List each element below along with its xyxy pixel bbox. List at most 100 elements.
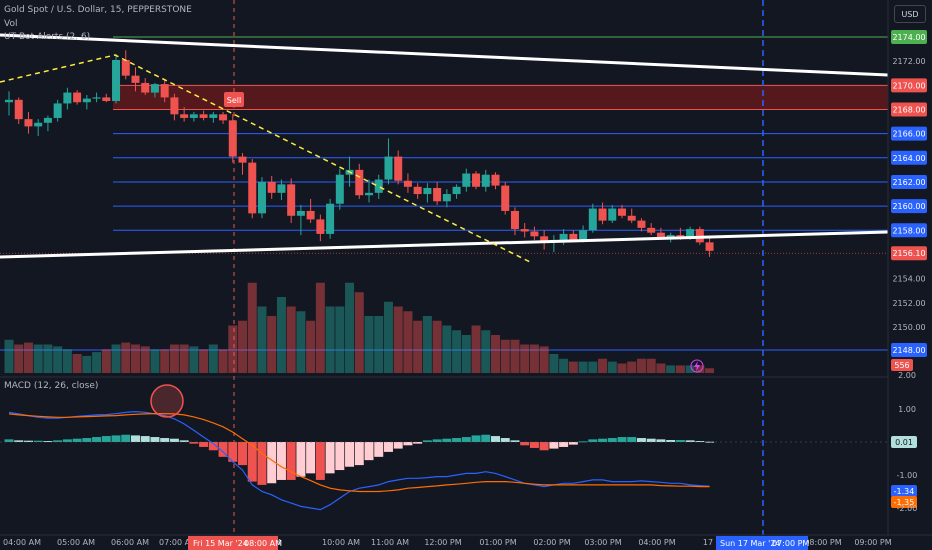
price-axis-label: 2154.00 bbox=[892, 275, 925, 284]
macd-axis-label: 0.01 bbox=[895, 438, 913, 447]
time-axis-label: 07:00 AM bbox=[159, 538, 197, 547]
price-label-box bbox=[891, 30, 927, 44]
macd-histogram-bar bbox=[130, 435, 140, 442]
candle-body bbox=[647, 227, 656, 233]
candle-body bbox=[608, 208, 617, 221]
currency-button[interactable]: USD bbox=[894, 5, 926, 23]
macd-histogram-bar bbox=[500, 438, 510, 442]
volume-bar bbox=[383, 301, 393, 373]
candle-body bbox=[433, 188, 442, 202]
volume-bar bbox=[471, 325, 481, 373]
volume-bar bbox=[101, 349, 111, 373]
macd-histogram-bar bbox=[189, 442, 199, 444]
macd-histogram-bar bbox=[675, 440, 685, 442]
volume-indicator-label[interactable]: Vol bbox=[4, 19, 18, 29]
time-highlight-box bbox=[716, 536, 808, 550]
candle-body bbox=[530, 231, 539, 237]
candle-body bbox=[73, 92, 82, 103]
candle-body bbox=[170, 97, 179, 115]
macd-histogram-bar bbox=[228, 442, 238, 462]
time-axis-label: 03:00 PM bbox=[584, 538, 621, 547]
candle-body bbox=[491, 174, 500, 186]
sell-signal-label: Sell bbox=[227, 96, 241, 105]
volume-bar bbox=[432, 320, 442, 373]
sell-signal-marker bbox=[224, 92, 244, 107]
volume-bar bbox=[403, 311, 413, 373]
volume-bar bbox=[364, 316, 374, 373]
macd-histogram-bar bbox=[111, 435, 121, 442]
candle-body bbox=[676, 235, 685, 237]
candle-body bbox=[413, 186, 422, 195]
candle-body bbox=[257, 181, 266, 214]
candle-body bbox=[481, 174, 490, 187]
candle-body bbox=[374, 179, 383, 193]
volume-bar bbox=[481, 330, 491, 373]
macd-histogram-bar bbox=[72, 438, 82, 442]
candle-body bbox=[705, 242, 714, 251]
volume-bar bbox=[491, 335, 500, 373]
candle-body bbox=[219, 114, 228, 121]
macd-axis-label: 1.00 bbox=[898, 405, 916, 414]
symbol-title[interactable]: Gold Spot / U.S. Dollar, 15, PEPPERSTONE bbox=[4, 5, 192, 15]
macd-histogram-bar bbox=[179, 440, 189, 442]
ut-bot-indicator-label[interactable]: UT Bot Alerts (2, 6) bbox=[4, 32, 91, 42]
price-axis-label: 2172.00 bbox=[892, 57, 925, 66]
macd-histogram-bar bbox=[442, 438, 452, 442]
volume-bar bbox=[617, 363, 627, 373]
macd-histogram-bar bbox=[53, 440, 63, 442]
price-axis-label: 2148.00 bbox=[892, 346, 925, 355]
macd-histogram-bar bbox=[238, 442, 248, 466]
macd-histogram-bar bbox=[62, 439, 72, 442]
candle-body bbox=[141, 82, 150, 93]
time-axis-label: 04:00 AM bbox=[3, 538, 41, 547]
time-highlight-date: Sun 17 Mar '24 bbox=[720, 539, 781, 548]
candle-body bbox=[355, 169, 364, 196]
time-axis-label: 09:00 PM bbox=[854, 538, 891, 547]
macd-value-box bbox=[891, 485, 917, 497]
volume-bar bbox=[267, 316, 277, 373]
time-highlight-time: 08:00 AM bbox=[244, 539, 282, 548]
volume-bar bbox=[393, 306, 403, 373]
price-label-box bbox=[891, 150, 927, 165]
volume-bar bbox=[510, 339, 520, 373]
time-axis-label: 11:00 AM bbox=[371, 538, 409, 547]
candle-body bbox=[92, 97, 101, 99]
candle-body bbox=[326, 203, 335, 234]
macd-histogram-bar bbox=[325, 442, 335, 474]
macd-indicator-label[interactable]: MACD (12, 26, close) bbox=[4, 381, 99, 391]
macd-histogram-bar bbox=[276, 442, 286, 480]
volume-bar bbox=[150, 349, 160, 373]
time-axis-label: 06:00 AM bbox=[111, 538, 149, 547]
volume-bar bbox=[705, 368, 715, 373]
volume-bar bbox=[500, 339, 510, 373]
volume-bar bbox=[598, 358, 608, 373]
volume-bar bbox=[276, 297, 286, 373]
time-axis-label: 08:00 PM bbox=[804, 538, 841, 547]
volume-bar bbox=[14, 344, 24, 373]
candle-body bbox=[316, 219, 325, 234]
candle-body bbox=[617, 208, 626, 216]
macd-histogram-bar bbox=[218, 442, 228, 457]
candle-body bbox=[569, 233, 578, 240]
macd-histogram-bar bbox=[695, 441, 705, 443]
volume-bar bbox=[461, 335, 471, 373]
macd-histogram-bar bbox=[247, 442, 257, 482]
candle-body bbox=[24, 119, 33, 127]
volume-bar bbox=[238, 320, 248, 373]
volume-bar bbox=[130, 344, 140, 373]
price-axis-label: 2164.00 bbox=[892, 154, 925, 163]
macd-histogram-bar bbox=[374, 442, 384, 457]
price-label-box bbox=[891, 343, 927, 357]
candle-body bbox=[102, 97, 111, 102]
macd-histogram-bar bbox=[539, 442, 549, 451]
macd-histogram-bar bbox=[549, 442, 559, 449]
price-label-box bbox=[891, 102, 927, 117]
volume-bar bbox=[656, 363, 666, 373]
volume-bar bbox=[140, 346, 150, 373]
macd-histogram-bar bbox=[588, 439, 598, 442]
time-highlight-time: 07:00 PM bbox=[772, 539, 809, 548]
candle-body bbox=[209, 114, 218, 118]
volume-bar bbox=[62, 349, 72, 373]
volume-bar bbox=[374, 316, 384, 373]
